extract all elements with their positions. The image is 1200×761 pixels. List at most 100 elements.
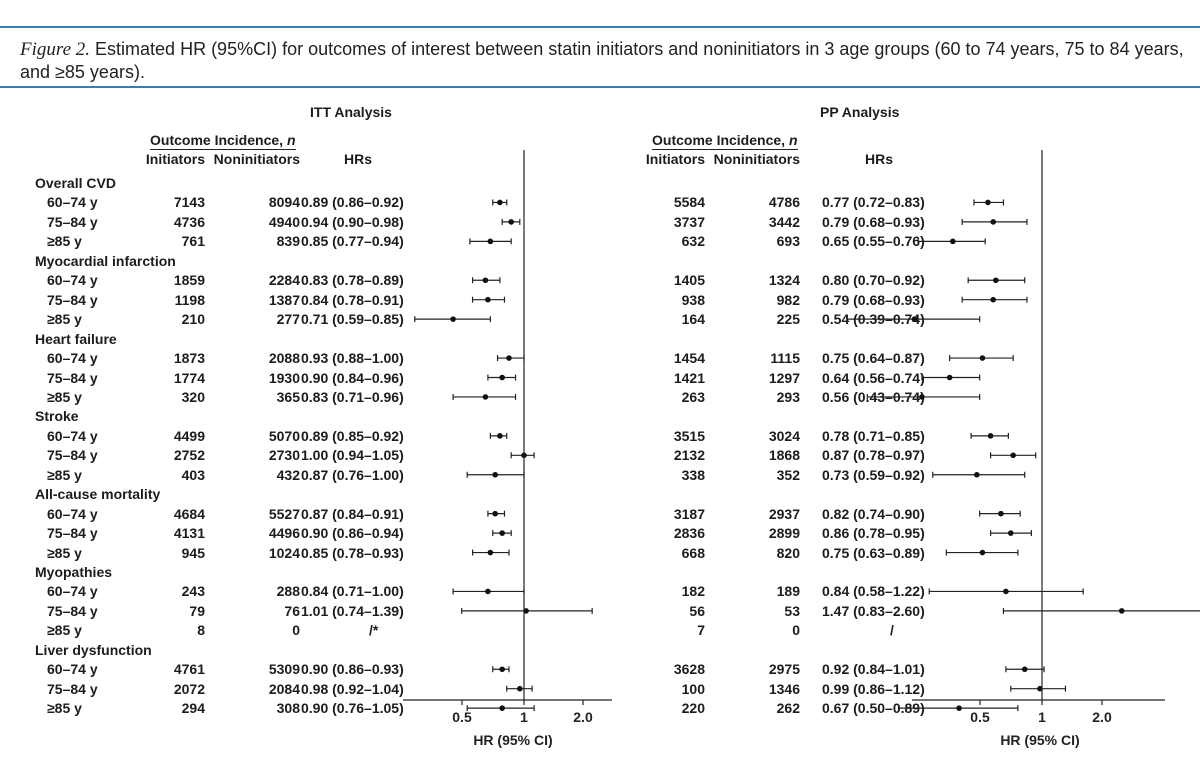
age-group-label: 60–74 y bbox=[47, 505, 98, 522]
itt-hr-value: /* bbox=[369, 622, 379, 639]
itt-hr-value: 0.98 (0.92–1.04) bbox=[301, 680, 404, 697]
pp-hr-point bbox=[987, 433, 994, 439]
pp-initiators-count: 3737 bbox=[673, 213, 705, 230]
age-group-label: 75–84 y bbox=[47, 602, 98, 619]
itt-noninitiators-count: 5527 bbox=[268, 505, 300, 522]
pp-outcome-incidence-label: Outcome Incidence, bbox=[652, 132, 789, 148]
itt-panel-title: ITT Analysis bbox=[310, 104, 392, 120]
itt-noninitiators-count: 1387 bbox=[268, 291, 300, 308]
itt-hr-point bbox=[487, 238, 494, 245]
pp-noninitiators-count: 820 bbox=[776, 544, 800, 561]
itt-noninitiators-count: 839 bbox=[276, 233, 300, 250]
itt-noninitiators-header: Noninitiators bbox=[213, 151, 300, 167]
pp-hr-value: 0.80 (0.70–0.92) bbox=[822, 272, 925, 289]
age-group-label: ≥85 y bbox=[47, 466, 82, 483]
pp-hr-point bbox=[1118, 608, 1125, 614]
pp-noninitiators-count: 1346 bbox=[768, 680, 800, 697]
pp-noninitiators-count: 0 bbox=[792, 622, 800, 639]
pp-noninitiators-count: 2937 bbox=[768, 505, 800, 522]
itt-hr-point bbox=[499, 374, 505, 381]
pp-hr-point bbox=[1003, 588, 1009, 595]
age-group-label: 60–74 y bbox=[47, 194, 98, 211]
pp-hr-value: 0.75 (0.63–0.89) bbox=[822, 544, 925, 561]
itt-initiators-count: 2072 bbox=[173, 680, 205, 697]
pp-hr-value: 0.87 (0.78–0.97) bbox=[822, 447, 925, 464]
age-group-label: 75–84 y bbox=[47, 447, 98, 464]
pp-noninitiators-count: 982 bbox=[776, 291, 800, 308]
pp-noninitiators-count: 2975 bbox=[768, 661, 800, 678]
itt-hr-point bbox=[485, 296, 491, 303]
pp-initiators-count: 2132 bbox=[673, 447, 705, 464]
pp-noninitiators-count: 189 bbox=[776, 583, 800, 600]
age-group-label: 75–84 y bbox=[47, 369, 98, 386]
pp-initiators-count: 3515 bbox=[673, 427, 705, 444]
itt-tick-label: 2.0 bbox=[573, 709, 593, 725]
pp-noninitiators-count: 1297 bbox=[768, 369, 800, 386]
itt-initiators-count: 1873 bbox=[173, 350, 205, 367]
itt-initiators-count: 4131 bbox=[173, 525, 205, 542]
pp-axis-label: HR (95% CI) bbox=[1000, 732, 1079, 748]
pp-panel-title: PP Analysis bbox=[820, 104, 900, 120]
itt-noninitiators-count: 2088 bbox=[268, 350, 300, 367]
pp-noninitiators-count: 53 bbox=[784, 602, 800, 619]
itt-initiators-count: 320 bbox=[181, 388, 205, 405]
itt-noninitiators-count: 432 bbox=[276, 466, 300, 483]
itt-hr-value: 0.85 (0.78–0.93) bbox=[301, 544, 404, 561]
pp-initiators-count: 1454 bbox=[673, 350, 705, 367]
pp-initiators-count: 938 bbox=[681, 291, 705, 308]
age-group-label: ≥85 y bbox=[47, 622, 82, 639]
itt-noninitiators-count: 2084 bbox=[268, 680, 300, 697]
pp-outcome-incidence-header: Outcome Incidence, n bbox=[652, 132, 798, 150]
itt-noninitiators-count: 365 bbox=[276, 388, 300, 405]
itt-initiators-count: 210 bbox=[181, 311, 205, 328]
pp-initiators-count: 2836 bbox=[673, 525, 705, 542]
itt-initiators-count: 243 bbox=[181, 583, 205, 600]
pp-noninitiators-count: 1115 bbox=[770, 350, 800, 367]
pp-noninitiators-count: 225 bbox=[776, 311, 800, 328]
itt-hr-value: 0.83 (0.78–0.89) bbox=[301, 272, 404, 289]
pp-hr-value: 0.86 (0.78–0.95) bbox=[822, 525, 925, 542]
itt-initiators-count: 2752 bbox=[173, 447, 205, 464]
itt-hr-value: 0.83 (0.71–0.96) bbox=[301, 388, 404, 405]
age-group-label: ≥85 y bbox=[47, 700, 82, 717]
pp-hrs-header: HRs bbox=[865, 151, 894, 167]
pp-noninitiators-count: 2899 bbox=[768, 525, 800, 542]
itt-hr-value: 0.90 (0.86–0.93) bbox=[301, 661, 404, 678]
pp-initiators-count: 220 bbox=[681, 700, 705, 717]
pp-hr-value: / bbox=[890, 622, 894, 639]
itt-initiators-header: Initiators bbox=[145, 151, 205, 167]
caption-text: Estimated HR (95%CI) for outcomes of int… bbox=[20, 39, 1184, 82]
itt-hr-value: 0.84 (0.71–1.00) bbox=[301, 583, 404, 600]
itt-initiators-count: 1198 bbox=[174, 291, 205, 308]
pp-hr-point bbox=[1021, 666, 1028, 673]
itt-hr-point bbox=[482, 277, 489, 284]
outcome-group-label: Liver dysfunction bbox=[35, 641, 152, 658]
pp-hr-value: 0.73 (0.59–0.92) bbox=[822, 466, 925, 483]
itt-hr-point bbox=[487, 549, 494, 556]
pp-noninitiators-count: 1324 bbox=[768, 272, 800, 289]
outcome-group-label: Stroke bbox=[35, 408, 79, 425]
itt-initiators-count: 4684 bbox=[173, 505, 205, 522]
itt-hr-value: 0.71 (0.59–0.85) bbox=[301, 311, 404, 328]
itt-tick-label: 0.5 bbox=[452, 709, 472, 725]
itt-hr-value: 0.94 (0.90–0.98) bbox=[301, 213, 404, 230]
pp-hr-point bbox=[979, 355, 986, 361]
pp-initiators-count: 5584 bbox=[673, 194, 705, 211]
pp-hr-value: 0.64 (0.56–0.74) bbox=[822, 369, 925, 386]
itt-hr-point bbox=[499, 666, 505, 673]
pp-hr-value: 0.92 (0.84–1.01) bbox=[822, 661, 925, 678]
itt-noninitiators-count: 5070 bbox=[268, 427, 300, 444]
itt-hr-point bbox=[492, 510, 498, 517]
pp-hr-point bbox=[1007, 530, 1014, 536]
itt-hr-point bbox=[499, 530, 505, 536]
itt-axis-label: HR (95% CI) bbox=[473, 732, 552, 748]
pp-initiators-count: 1405 bbox=[673, 272, 705, 289]
itt-hr-point bbox=[485, 588, 491, 595]
itt-hr-value: 0.90 (0.84–0.96) bbox=[301, 369, 404, 386]
itt-noninitiators-count: 4496 bbox=[268, 525, 300, 542]
itt-noninitiators-count: 1930 bbox=[268, 369, 300, 386]
age-group-label: 60–74 y bbox=[47, 583, 98, 600]
caption-rule bbox=[0, 86, 1200, 88]
pp-hr-point bbox=[974, 471, 980, 478]
itt-initiators-count: 79 bbox=[189, 602, 205, 619]
